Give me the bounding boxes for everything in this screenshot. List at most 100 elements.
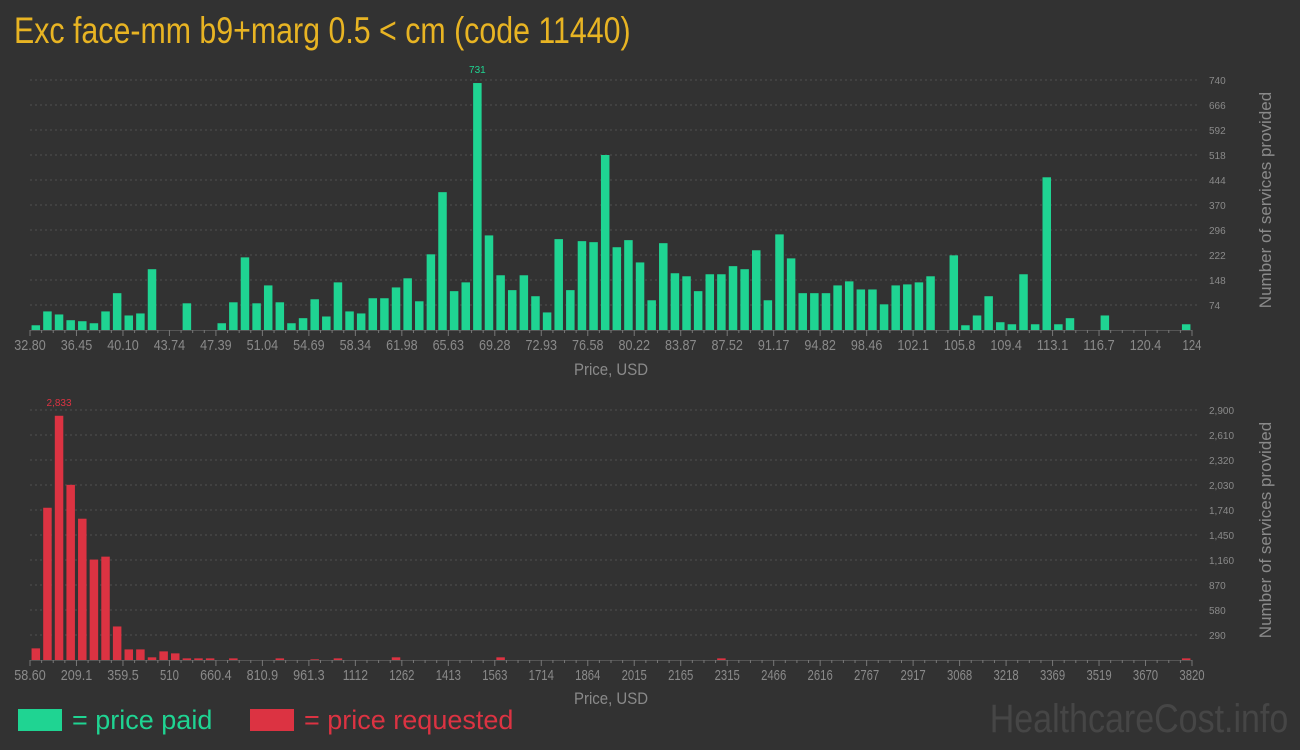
x-tick-label: 87.52 bbox=[711, 337, 743, 354]
bar bbox=[670, 273, 680, 330]
bar bbox=[403, 278, 412, 330]
bar bbox=[66, 484, 75, 660]
bar bbox=[380, 298, 389, 330]
x-tick-label: 1864 bbox=[575, 667, 600, 684]
bar bbox=[322, 316, 331, 330]
y-tick-label: 2,900 bbox=[1209, 406, 1234, 417]
bar bbox=[600, 155, 610, 330]
y-tick-label: 1,450 bbox=[1209, 531, 1234, 542]
legend-paid: = price paid bbox=[18, 704, 212, 736]
x-tick-label: 2165 bbox=[668, 667, 693, 684]
bar bbox=[461, 282, 470, 330]
bar bbox=[43, 311, 52, 330]
y-tick-label: 222 bbox=[1209, 251, 1226, 262]
y-tick-label: 2,610 bbox=[1209, 431, 1234, 442]
x-tick-label: 109.4 bbox=[990, 337, 1022, 354]
x-tick-label: 2616 bbox=[808, 667, 833, 684]
x-tick-label: 116.7 bbox=[1083, 337, 1115, 354]
bar bbox=[542, 312, 552, 330]
x-tick-label: 61.98 bbox=[386, 337, 418, 354]
bar bbox=[705, 274, 715, 330]
bar bbox=[1181, 324, 1191, 330]
bar bbox=[78, 518, 87, 660]
x-tick-label: 120.4 bbox=[1130, 337, 1162, 354]
y-tick-label: 290 bbox=[1209, 631, 1226, 642]
bar bbox=[914, 282, 924, 330]
bar bbox=[310, 659, 319, 660]
x-tick-label: 961.3 bbox=[293, 667, 325, 684]
y-tick-label: 518 bbox=[1209, 151, 1226, 162]
bar bbox=[101, 556, 110, 660]
bar bbox=[1181, 658, 1191, 660]
bar bbox=[287, 323, 296, 330]
bar bbox=[496, 275, 505, 330]
bar bbox=[147, 269, 157, 330]
y-axis-title: Number of services provided bbox=[1256, 422, 1275, 638]
peak-value-label: 731 bbox=[469, 65, 486, 76]
bar bbox=[612, 247, 622, 330]
bar bbox=[298, 318, 308, 330]
bar bbox=[310, 299, 319, 330]
x-tick-label: 43.74 bbox=[154, 337, 186, 354]
bar bbox=[438, 192, 447, 330]
bar bbox=[984, 296, 993, 330]
bar bbox=[252, 303, 261, 330]
bar bbox=[31, 648, 41, 660]
x-tick-label: 3369 bbox=[1040, 667, 1065, 684]
bar bbox=[263, 285, 273, 330]
bar bbox=[752, 250, 761, 330]
x-tick-label: 91.17 bbox=[758, 337, 790, 354]
y-axis-title: Number of services provided bbox=[1256, 92, 1275, 308]
bar bbox=[124, 649, 134, 660]
chart-title: Exc face-mm b9+marg 0.5 < cm (code 11440… bbox=[14, 10, 631, 51]
bar bbox=[589, 242, 598, 330]
bar bbox=[426, 254, 436, 330]
bar bbox=[159, 651, 168, 660]
x-tick-label: 51.04 bbox=[247, 337, 279, 354]
x-tick-label: 510 bbox=[160, 667, 179, 684]
bar bbox=[577, 241, 587, 330]
y-tick-label: 2,030 bbox=[1209, 481, 1234, 492]
x-tick-label: 1563 bbox=[482, 667, 507, 684]
bar bbox=[717, 658, 726, 660]
bar bbox=[996, 322, 1005, 330]
y-tick-label: 666 bbox=[1209, 101, 1226, 112]
bar bbox=[333, 282, 343, 330]
x-tick-label: 2767 bbox=[854, 667, 879, 684]
bar bbox=[844, 281, 854, 330]
bar bbox=[449, 291, 459, 330]
bar bbox=[205, 658, 215, 660]
y-tick-label: 592 bbox=[1209, 126, 1226, 137]
bar bbox=[972, 315, 982, 330]
bar bbox=[926, 276, 935, 330]
bar bbox=[891, 285, 900, 330]
bar bbox=[635, 262, 645, 330]
bar bbox=[879, 304, 889, 330]
bar bbox=[147, 657, 157, 660]
bar bbox=[1030, 324, 1040, 330]
bar bbox=[1054, 324, 1063, 330]
x-tick-label: 94.82 bbox=[804, 337, 836, 354]
bar bbox=[798, 293, 807, 330]
bar bbox=[949, 255, 959, 330]
x-tick-label: 1112 bbox=[343, 667, 368, 684]
x-tick-label: 32.80 bbox=[14, 337, 46, 354]
legend-requested: = price requested bbox=[250, 704, 513, 736]
y-tick-label: 296 bbox=[1209, 226, 1226, 237]
x-tick-label: 2466 bbox=[761, 667, 786, 684]
bar bbox=[624, 240, 633, 330]
bar bbox=[31, 325, 41, 330]
x-tick-label: 3519 bbox=[1086, 667, 1111, 684]
x-tick-label: 1714 bbox=[529, 667, 554, 684]
x-tick-label: 2315 bbox=[715, 667, 740, 684]
x-tick-label: 810.9 bbox=[247, 667, 279, 684]
x-tick-label: 359.5 bbox=[107, 667, 139, 684]
bar bbox=[356, 313, 366, 330]
bar bbox=[182, 303, 192, 330]
bar bbox=[101, 311, 110, 330]
bar bbox=[821, 293, 831, 330]
bar bbox=[484, 235, 494, 330]
bar bbox=[275, 302, 285, 330]
bar bbox=[78, 321, 87, 330]
